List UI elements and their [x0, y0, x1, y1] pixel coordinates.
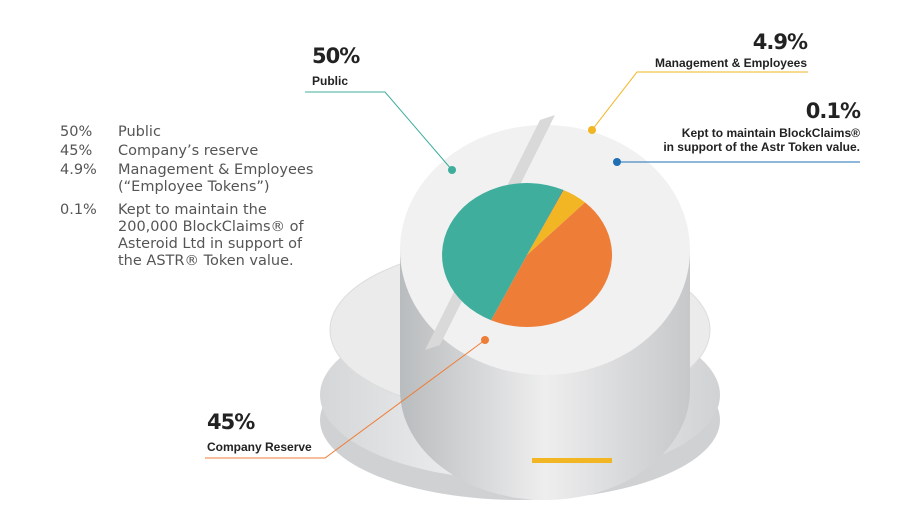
callout-value: 50%: [312, 44, 360, 68]
note-percent: 50%: [60, 124, 93, 140]
callout-label: Company Reserve: [207, 440, 312, 454]
callout-value: 4.9%: [752, 30, 808, 54]
callout-label: Public: [312, 74, 349, 88]
callout-line: [305, 91, 453, 171]
callout-dot: [481, 336, 489, 344]
callout-line: [205, 339, 486, 459]
callout-line: [591, 71, 808, 131]
callout-label: Management & Employees: [654, 56, 807, 70]
note-row: 4.9% Management & Employees (“Employee To…: [60, 162, 313, 196]
base-stripe: [532, 458, 612, 463]
note-text: Kept to maintain the 200,000 BlockClaims…: [118, 202, 304, 269]
note-row: 45% Company’s reserve: [60, 143, 313, 160]
note-text: Public: [118, 124, 161, 140]
pie-slice: [527, 189, 564, 255]
callout-dot: [588, 126, 596, 134]
callout-dot: [448, 166, 456, 174]
note-percent: 45%: [60, 143, 93, 159]
callout-label: Kept to maintain BlockClaims® in support…: [663, 126, 860, 154]
note-row: 50% Public: [60, 124, 313, 141]
note-percent: 0.1%: [60, 202, 97, 218]
pie-slice: [491, 202, 612, 327]
callout-dot: [613, 158, 621, 166]
callout-value: 0.1%: [805, 99, 861, 123]
notes-list: 50% Public 45% Company’s reserve 4.9% Managem…: [60, 124, 313, 272]
pie-slice: [442, 183, 563, 321]
note-text: Company’s reserve: [118, 143, 259, 159]
note-row: 0.1% Kept to maintain the 200,000 BlockCl…: [60, 202, 313, 270]
note-percent: 4.9%: [60, 162, 97, 178]
callout-value: 45%: [207, 410, 255, 434]
note-text: Management & Employees (“Employee Tokens…: [118, 162, 314, 195]
pie-slice: [527, 189, 585, 255]
